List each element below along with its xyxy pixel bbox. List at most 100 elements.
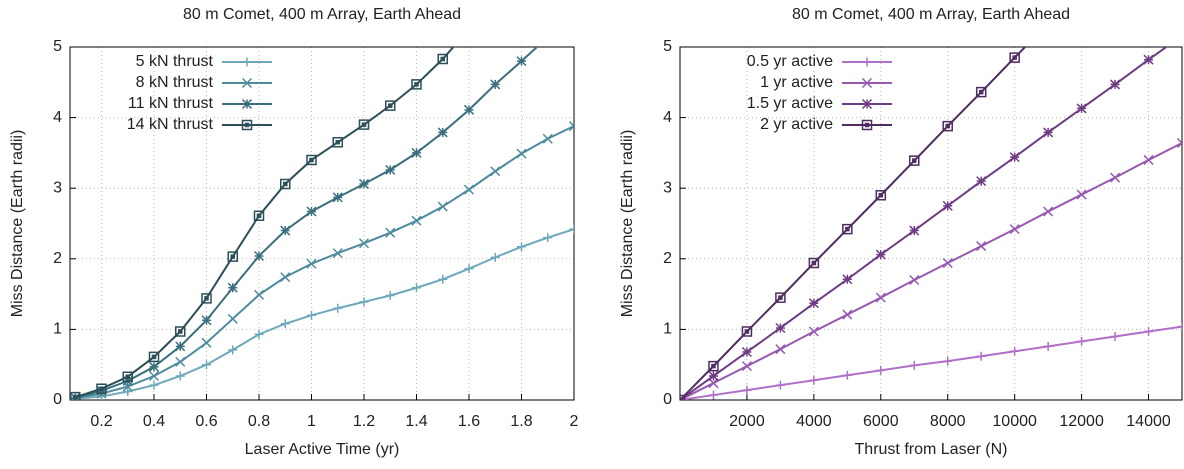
y-tick-label: 2 xyxy=(53,250,62,267)
marker xyxy=(438,202,447,211)
marker xyxy=(438,275,447,284)
marker xyxy=(491,253,500,262)
marker xyxy=(709,391,718,400)
marker xyxy=(465,105,474,114)
marker xyxy=(1010,153,1019,162)
marker xyxy=(1044,207,1053,216)
marker xyxy=(1044,342,1053,351)
x-tick-label: 10000 xyxy=(992,413,1037,430)
marker xyxy=(307,311,316,320)
marker xyxy=(255,330,264,339)
series-line xyxy=(680,327,1182,400)
marker xyxy=(438,128,447,137)
marker xyxy=(910,275,919,284)
marker xyxy=(176,357,185,366)
marker xyxy=(228,345,237,354)
marker xyxy=(517,57,526,66)
y-tick-label: 3 xyxy=(53,179,62,196)
marker xyxy=(1144,327,1153,336)
marker xyxy=(876,293,885,302)
plot-area xyxy=(676,19,1184,404)
x-tick-label: 1.2 xyxy=(353,413,375,430)
x-tick-label: 0.2 xyxy=(90,413,112,430)
marker xyxy=(776,345,785,354)
marker xyxy=(742,347,751,356)
chart-title: 80 m Comet, 400 m Array, Earth Ahead xyxy=(183,6,461,23)
marker xyxy=(570,225,579,234)
marker xyxy=(71,393,80,402)
x-tick-label: 6000 xyxy=(863,413,899,430)
marker xyxy=(412,283,421,292)
marker xyxy=(943,201,952,210)
y-tick-label: 1 xyxy=(663,321,672,338)
y-axis-label: Miss Distance (Earth radii) xyxy=(9,130,26,318)
x-tick-label: 4000 xyxy=(796,413,832,430)
legend-marker xyxy=(863,58,872,67)
legend-label: 0.5 yr active xyxy=(747,53,833,70)
legend-marker xyxy=(243,100,252,109)
marker xyxy=(491,80,500,89)
marker xyxy=(809,376,818,385)
x-tick-label: 0.6 xyxy=(195,413,217,430)
marker xyxy=(977,177,986,186)
marker xyxy=(1077,337,1086,346)
marker xyxy=(543,233,552,242)
x-tick-label: 1.8 xyxy=(510,413,532,430)
marker xyxy=(1111,80,1120,89)
marker xyxy=(809,299,818,308)
marker xyxy=(491,167,500,176)
x-tick-label: 2 xyxy=(570,413,579,430)
y-axis-label: Miss Distance (Earth radii) xyxy=(619,130,636,318)
marker xyxy=(465,264,474,273)
marker xyxy=(843,275,852,284)
marker xyxy=(910,226,919,235)
x-tick-label: 12000 xyxy=(1059,413,1104,430)
marker xyxy=(1010,347,1019,356)
marker xyxy=(517,149,526,158)
marker xyxy=(1010,225,1019,234)
marker xyxy=(360,297,369,306)
marker xyxy=(543,33,552,42)
marker xyxy=(386,165,395,174)
marker xyxy=(876,366,885,375)
marker xyxy=(176,342,185,351)
x-tick-label: 8000 xyxy=(930,413,966,430)
marker xyxy=(150,381,159,390)
marker xyxy=(150,362,159,371)
series-line xyxy=(75,29,469,397)
marker xyxy=(1077,104,1086,113)
x-tick-label: 1.6 xyxy=(458,413,480,430)
series-line xyxy=(680,36,1182,400)
marker xyxy=(202,360,211,369)
marker xyxy=(281,226,290,235)
marker xyxy=(843,310,852,319)
marker xyxy=(1044,128,1053,137)
marker xyxy=(910,361,919,370)
marker xyxy=(307,207,316,216)
marker xyxy=(1111,332,1120,341)
series-line xyxy=(680,143,1182,400)
marker xyxy=(1111,173,1120,182)
marker xyxy=(1178,31,1184,40)
legend-label: 11 kN thrust xyxy=(128,95,214,112)
marker xyxy=(876,250,885,259)
marker xyxy=(742,386,751,395)
marker xyxy=(228,314,237,323)
series-line xyxy=(75,229,574,398)
legend-label: 1 yr active xyxy=(760,74,833,91)
x-tick-label: 0.4 xyxy=(143,413,165,430)
marker xyxy=(977,242,986,251)
marker xyxy=(776,381,785,390)
marker xyxy=(360,179,369,188)
marker xyxy=(465,185,474,194)
marker xyxy=(412,148,421,157)
y-tick-label: 3 xyxy=(663,179,672,196)
marker xyxy=(333,249,342,258)
marker xyxy=(307,259,316,268)
legend-label: 1.5 yr active xyxy=(747,95,833,112)
y-tick-label: 0 xyxy=(663,391,672,408)
y-tick-label: 0 xyxy=(53,391,62,408)
marker xyxy=(843,371,852,380)
x-axis-label: Laser Active Time (yr) xyxy=(245,441,400,458)
